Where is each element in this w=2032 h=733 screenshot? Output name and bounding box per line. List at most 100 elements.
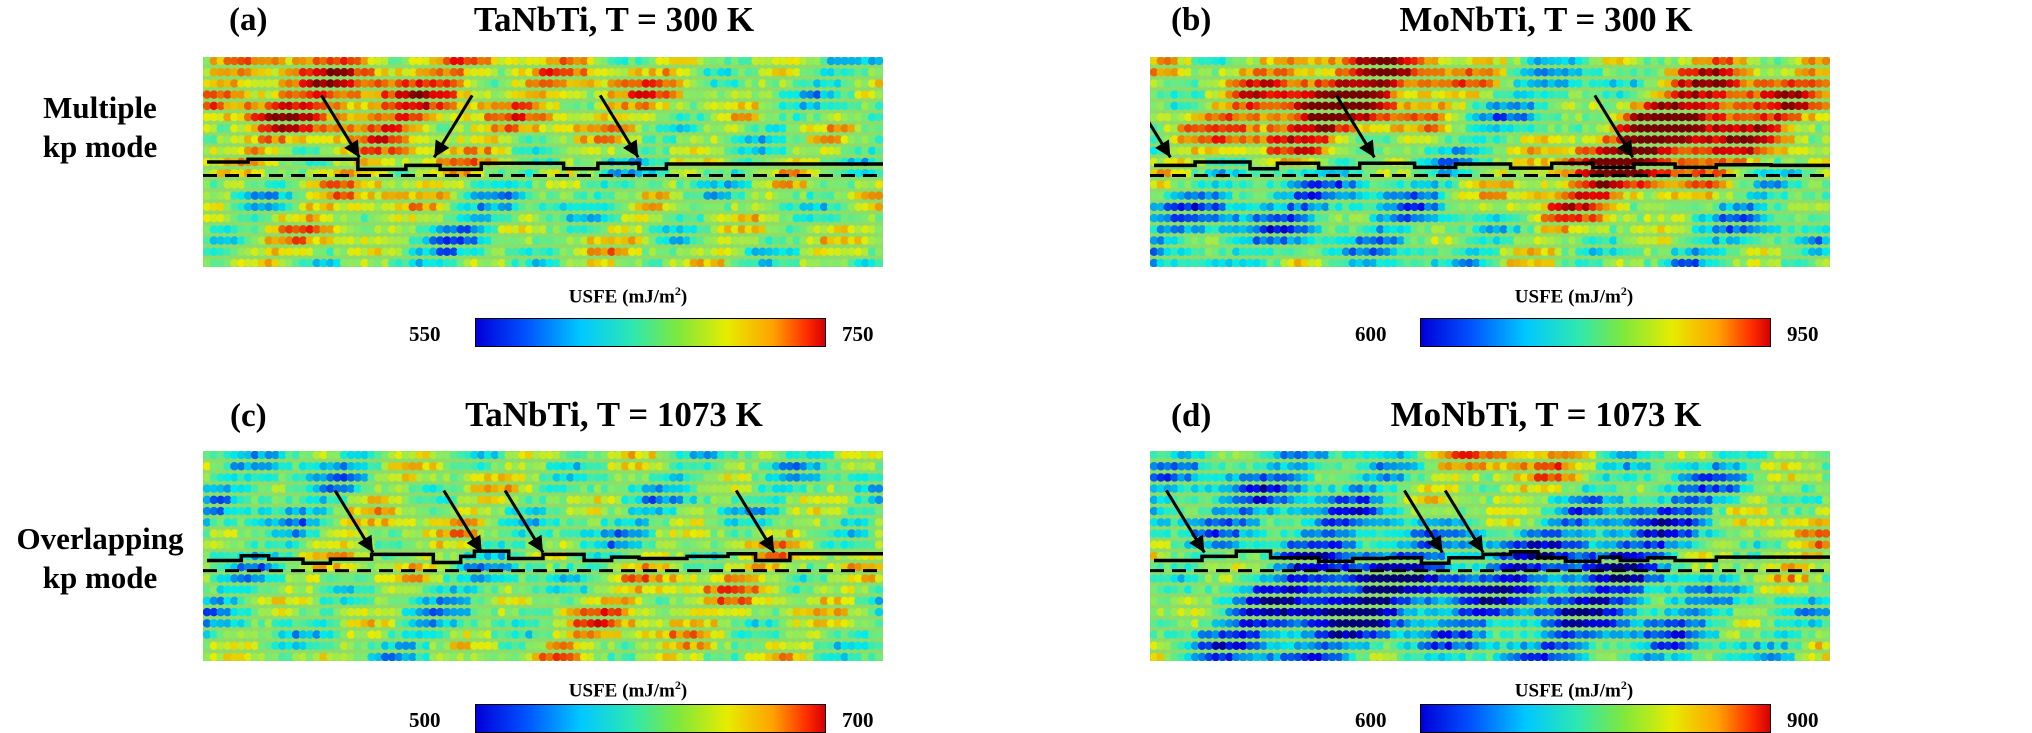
atom-site bbox=[319, 124, 328, 133]
atom-site bbox=[1150, 101, 1159, 111]
panel-letter-c: (c) bbox=[230, 398, 267, 434]
atom-site bbox=[401, 225, 411, 234]
atom-site bbox=[374, 213, 383, 223]
atom-site bbox=[285, 506, 294, 516]
atom-site bbox=[861, 101, 870, 111]
atom-site bbox=[737, 79, 747, 88]
atom-site bbox=[470, 258, 479, 267]
atom-site bbox=[250, 529, 260, 538]
atom-site bbox=[1232, 57, 1241, 66]
atom-site bbox=[634, 236, 644, 245]
atom-site bbox=[490, 191, 500, 200]
atom-site bbox=[203, 574, 212, 583]
atom-site bbox=[689, 461, 699, 471]
atom-site bbox=[367, 90, 376, 99]
atom-site bbox=[634, 473, 644, 482]
atom-site bbox=[216, 562, 225, 572]
atom-site bbox=[511, 180, 520, 189]
atom-site bbox=[435, 461, 445, 471]
atom-site bbox=[291, 461, 301, 471]
atom-site bbox=[1540, 67, 1550, 77]
atom-site bbox=[552, 135, 561, 144]
atom-site bbox=[1376, 57, 1385, 66]
atom-site bbox=[819, 146, 829, 156]
atom-site bbox=[799, 67, 808, 77]
atom-site bbox=[1472, 225, 1481, 234]
atom-site bbox=[586, 461, 596, 471]
atom-site bbox=[209, 540, 219, 550]
atom-site bbox=[840, 247, 849, 257]
atom-site bbox=[1472, 124, 1481, 133]
atom-site bbox=[415, 225, 424, 234]
atom-site bbox=[401, 473, 411, 482]
atom-site bbox=[1801, 79, 1810, 88]
atom-site bbox=[600, 57, 609, 66]
atom-site bbox=[559, 79, 568, 88]
atom-site bbox=[648, 258, 657, 267]
atom-site bbox=[1574, 67, 1584, 77]
atom-site bbox=[600, 124, 609, 133]
atom-site bbox=[319, 225, 328, 234]
atom-site bbox=[250, 124, 260, 133]
atom-site bbox=[203, 146, 212, 156]
atom-site bbox=[456, 473, 465, 482]
atom-site bbox=[1362, 90, 1371, 99]
atom-site bbox=[1321, 157, 1330, 167]
atom-site bbox=[264, 506, 273, 516]
atom-site bbox=[744, 518, 753, 527]
atom-site bbox=[765, 551, 774, 561]
atom-site bbox=[216, 135, 225, 144]
atom-site bbox=[449, 518, 459, 527]
atom-site bbox=[230, 202, 239, 212]
atom-site bbox=[744, 146, 753, 156]
atom-site bbox=[463, 135, 472, 144]
atom-site bbox=[682, 202, 692, 212]
atom-site bbox=[230, 146, 239, 156]
atom-site bbox=[627, 67, 637, 77]
atom-site bbox=[552, 112, 561, 122]
atom-site bbox=[593, 225, 603, 234]
atom-site bbox=[1156, 79, 1166, 88]
atom-site bbox=[1492, 135, 1502, 144]
atom-site bbox=[1725, 135, 1735, 144]
atom-site bbox=[1808, 79, 1817, 88]
atom-site bbox=[497, 495, 507, 505]
atom-site bbox=[1568, 146, 1577, 156]
atom-site bbox=[223, 540, 232, 550]
atom-site bbox=[579, 180, 589, 189]
atom-site bbox=[655, 495, 664, 505]
atom-site bbox=[1780, 101, 1790, 111]
atom-site bbox=[1808, 101, 1817, 111]
atom-site bbox=[1403, 180, 1412, 189]
atom-site bbox=[360, 180, 369, 189]
atom-site bbox=[806, 124, 815, 133]
atom-site bbox=[456, 529, 465, 538]
atom-site bbox=[861, 135, 870, 144]
atom-site bbox=[470, 574, 479, 583]
atom-site bbox=[518, 236, 527, 245]
atom-site bbox=[223, 124, 232, 133]
atom-site bbox=[826, 451, 836, 460]
atom-site bbox=[477, 57, 486, 66]
atom-site bbox=[1677, 67, 1687, 77]
atom-site bbox=[1266, 191, 1275, 200]
atom-site bbox=[826, 473, 836, 482]
atom-site bbox=[285, 135, 294, 144]
atom-site bbox=[1801, 57, 1810, 66]
atom-site bbox=[250, 495, 260, 505]
atom-site bbox=[1732, 135, 1742, 144]
atom-site bbox=[1773, 191, 1783, 200]
atom-site bbox=[1348, 67, 1358, 77]
atom-site bbox=[641, 146, 651, 156]
atom-site bbox=[285, 473, 294, 482]
atom-site bbox=[1382, 124, 1392, 133]
atom-site bbox=[703, 57, 712, 66]
atom-site bbox=[710, 213, 719, 223]
atom-site bbox=[1444, 191, 1454, 200]
atom-site bbox=[1177, 57, 1186, 66]
atom-site bbox=[579, 258, 589, 267]
atom-site bbox=[744, 67, 753, 77]
atom-site bbox=[401, 451, 411, 460]
atom-site bbox=[1417, 213, 1426, 223]
atom-site bbox=[1225, 57, 1234, 66]
